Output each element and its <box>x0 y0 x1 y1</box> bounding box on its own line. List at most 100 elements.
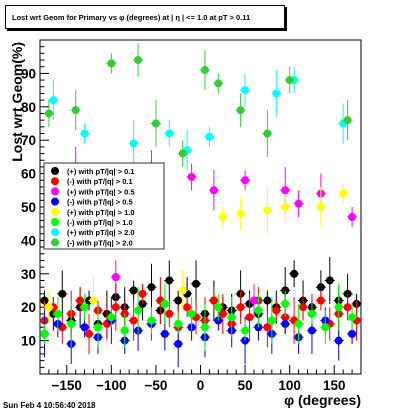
data-point <box>192 279 201 288</box>
data-point <box>80 303 89 312</box>
data-point <box>241 176 250 185</box>
x-tick-label: 150 <box>323 378 346 393</box>
legend-label: (-) with pT/|q| > 1.0 <box>67 218 133 227</box>
data-point <box>241 86 250 95</box>
x-tick-label: −100 <box>96 378 126 393</box>
data-point <box>76 296 85 305</box>
chart-title: Lost wrt Geom for Primary vs φ (degrees)… <box>5 5 285 29</box>
data-point <box>93 323 102 332</box>
data-point <box>272 306 281 315</box>
y-tick-label: 90 <box>21 66 36 81</box>
data-point <box>178 286 187 295</box>
legend-label: (+) with pT/|q| > 0.1 <box>67 167 135 176</box>
legend-label: (-) with pT/|q| > 0.5 <box>67 198 133 207</box>
legend-marker <box>51 167 59 175</box>
data-point <box>44 303 53 312</box>
data-point <box>209 296 218 305</box>
data-point <box>263 206 272 215</box>
data-point <box>129 316 138 325</box>
data-point <box>80 129 89 138</box>
legend-label: (+) with pT/|q| > 1.0 <box>67 208 135 217</box>
data-point <box>134 306 143 315</box>
data-point <box>348 329 357 338</box>
data-point <box>129 286 138 295</box>
data-point <box>236 209 245 218</box>
data-point <box>67 319 76 328</box>
data-point <box>151 119 160 128</box>
data-point <box>80 323 89 332</box>
legend-marker <box>51 238 59 247</box>
y-tick-label: 70 <box>21 133 36 148</box>
data-point <box>218 309 227 318</box>
data-point <box>165 309 174 318</box>
data-point <box>334 336 343 345</box>
data-point <box>281 319 290 328</box>
legend: (+) with pT/|q| > 0.1(-) with pT/|q| > 0… <box>43 162 165 250</box>
data-point <box>281 299 290 308</box>
data-point <box>200 323 209 332</box>
data-point <box>165 276 174 285</box>
data-point <box>339 189 348 198</box>
datestamp: Sun Feb 4 10:56:40 2018 <box>3 401 96 410</box>
legend-box <box>43 162 165 250</box>
data-point <box>147 283 156 292</box>
data-point <box>316 203 325 211</box>
data-point <box>348 313 357 322</box>
data-point <box>85 329 94 338</box>
x-tick-label: 50 <box>238 378 253 393</box>
data-point <box>250 296 258 305</box>
data-point <box>267 316 276 325</box>
legend-label: (+) with pT/|q| > 0.5 <box>67 187 135 196</box>
x-tick-label: −150 <box>52 378 82 393</box>
y-tick-label: 10 <box>21 334 36 349</box>
y-tick-label: 40 <box>21 233 36 248</box>
data-point <box>218 213 227 222</box>
y-axis-title: Lost wrt Geom(%) <box>9 42 25 162</box>
data-point <box>348 213 357 222</box>
data-point <box>111 273 120 282</box>
data-point <box>263 296 272 305</box>
data-point <box>147 316 156 325</box>
data-point <box>263 323 272 332</box>
data-point <box>236 303 245 312</box>
x-tick-label: −50 <box>144 378 167 393</box>
data-point <box>236 106 245 115</box>
data-point <box>178 149 187 158</box>
data-point <box>129 139 138 148</box>
data-point <box>165 129 174 138</box>
legend-marker <box>51 177 59 186</box>
data-point <box>134 56 143 65</box>
data-point <box>214 303 223 312</box>
data-point <box>174 319 183 328</box>
data-points <box>39 43 362 368</box>
data-point <box>254 306 263 315</box>
data-point <box>227 313 236 322</box>
data-point <box>294 319 303 328</box>
data-point <box>241 326 250 335</box>
data-point <box>285 76 294 85</box>
data-point <box>205 132 214 141</box>
data-point <box>281 203 290 211</box>
data-point <box>53 309 62 318</box>
data-point <box>245 313 254 322</box>
data-point <box>290 269 299 278</box>
x-axis-title: φ (degrees) <box>284 392 361 408</box>
data-point <box>263 129 272 138</box>
data-point <box>307 326 316 335</box>
data-point <box>89 296 98 305</box>
data-point <box>294 199 303 208</box>
data-point <box>325 276 334 285</box>
legend-marker <box>51 197 59 206</box>
data-point <box>107 59 116 68</box>
data-point <box>316 283 325 292</box>
data-point <box>200 66 209 75</box>
legend-marker <box>51 218 59 226</box>
data-point <box>299 303 308 312</box>
data-point <box>174 339 183 348</box>
x-axis: −150 −100 −50 0 50 100 150 <box>39 365 362 393</box>
data-point <box>187 309 196 318</box>
y-tick-label: 20 <box>21 300 36 315</box>
legend-label: (-) with pT/|q| > 0.1 <box>67 177 133 186</box>
data-point <box>120 326 129 335</box>
